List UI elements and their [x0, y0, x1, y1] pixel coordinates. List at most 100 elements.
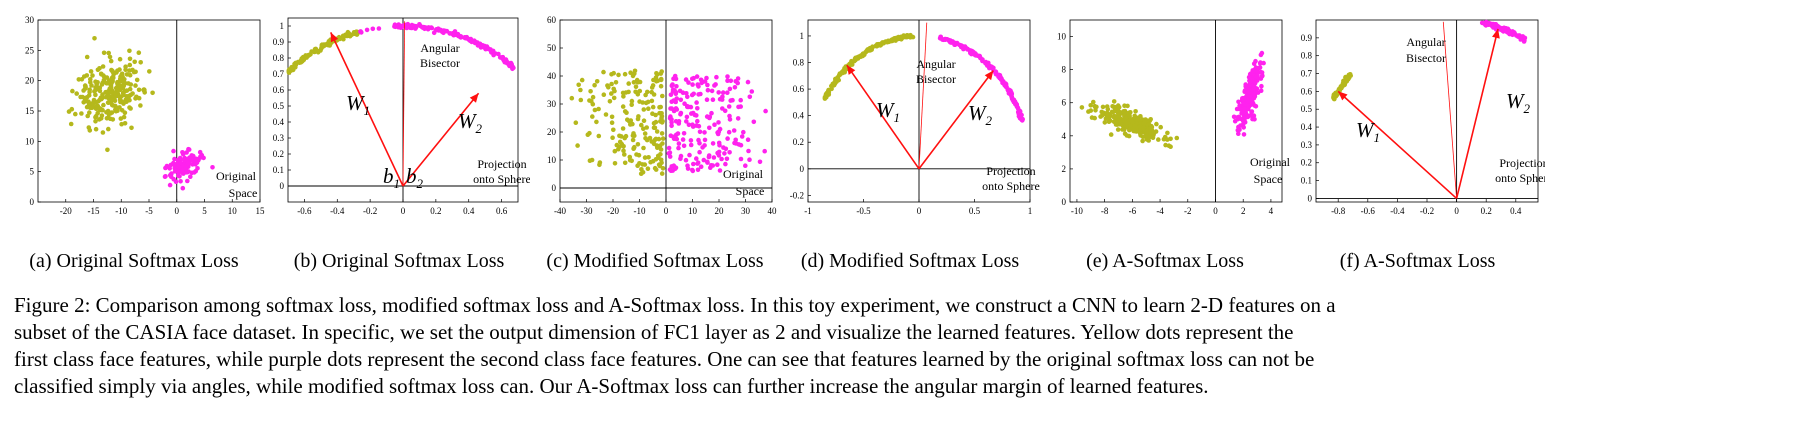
weight-vector-w2 [918, 69, 995, 170]
y-tick-label: 0.5 [273, 101, 285, 111]
scatter-point [469, 39, 474, 45]
y-tick-label: 0.7 [1301, 69, 1313, 79]
scatter-point [592, 82, 597, 88]
x-tick-label: 0 [401, 206, 406, 216]
scatter-point [649, 98, 655, 104]
scatter-point [722, 108, 728, 114]
weight-vector-w1 [329, 32, 404, 187]
scatter-point [1003, 84, 1009, 89]
scatter-point [1015, 109, 1021, 115]
scatter-point [763, 108, 768, 114]
scatter-point [690, 82, 695, 87]
arrowhead [1492, 28, 1500, 39]
scatter-point [122, 121, 128, 126]
scatter-point [747, 94, 753, 100]
x-tick-label: -10 [634, 206, 646, 216]
scatter-point [592, 107, 598, 113]
scatter-point [873, 43, 879, 48]
scatter-point [659, 115, 664, 121]
scatter-point [594, 119, 599, 125]
annotation: Angular [1406, 35, 1445, 49]
scatter-point [141, 87, 147, 92]
scatter-point [1013, 102, 1018, 107]
scatter-point [569, 95, 575, 101]
scatter-point [899, 34, 904, 40]
scatter-point [726, 129, 732, 135]
scatter-point [736, 104, 741, 110]
y-tick-label: 10 [25, 136, 35, 146]
scatter-point [105, 147, 110, 153]
x-tick-label: -0.2 [1420, 206, 1434, 216]
scatter-point [725, 90, 730, 95]
scatter-point [1249, 109, 1255, 114]
scatter-point [1235, 127, 1241, 133]
scatter-point [631, 80, 637, 85]
scatter-point [108, 85, 114, 91]
scatter-point [1128, 123, 1133, 128]
scatter-point [104, 110, 109, 115]
y-tick-label: 0.2 [273, 149, 284, 159]
scatter-point [1128, 117, 1134, 122]
scatter-point [119, 121, 124, 127]
scatter-point [658, 104, 663, 110]
annotation: Bisector [1406, 51, 1446, 65]
scatter-point [869, 47, 874, 52]
scatter-point [668, 133, 674, 138]
scatter-point [1158, 124, 1163, 130]
scatter-point [128, 82, 134, 87]
scatter-point [504, 60, 510, 65]
scatter-points [1331, 19, 1528, 102]
scatter-point [162, 174, 168, 179]
scatter-point [1241, 97, 1247, 102]
scatter-point [681, 131, 687, 136]
y-tick-label: -0.2 [790, 190, 804, 200]
scatter-point [854, 55, 859, 61]
scatter-point [626, 81, 631, 86]
scatter-point [609, 120, 615, 125]
scatter-point [88, 79, 93, 85]
scatter-point [136, 87, 142, 93]
y-tick-label: 1 [800, 31, 805, 41]
scatter-point [722, 151, 727, 156]
scatter-point [658, 147, 664, 152]
scatter-point [118, 83, 123, 89]
plot-a: -20 -15 -10 -5 0 5 10 15 0 5 10 15 20 25 30 Original Spa… [25, 15, 265, 216]
scatter-point [193, 156, 198, 162]
scatter-point [93, 113, 99, 119]
scatter-point [727, 150, 732, 155]
scatter-point [92, 36, 97, 41]
scatter-point [88, 69, 94, 74]
scatter-point [660, 93, 665, 99]
scatter-point [129, 125, 134, 131]
scatter-point [698, 77, 704, 83]
scatter-point [1243, 115, 1248, 120]
scatter-point [627, 154, 633, 160]
y-tick-label: 0.3 [1301, 140, 1313, 150]
annotation: W2 [968, 101, 993, 128]
scatter-point [376, 26, 382, 31]
scatter-point [1242, 106, 1247, 111]
x-tick-label: 5 [202, 206, 207, 216]
scatter-point [628, 118, 634, 123]
scatter-point [727, 117, 733, 122]
scatter-point [741, 129, 746, 135]
y-tick-label: 0.6 [793, 84, 805, 94]
scatter-point [1102, 120, 1108, 125]
scatter-point [1147, 134, 1152, 140]
scatter-point [709, 163, 714, 168]
scatter-point [624, 110, 629, 115]
scatter-point [727, 86, 733, 92]
scatter-point [1251, 79, 1257, 84]
panel-f: -0.8 -0.6 -0.4 -0.2 0 0.2 0.4 0 0.1 0.2 0.3 0.4 0.5 0… [1290, 0, 1545, 282]
scatter-point [1141, 125, 1146, 130]
scatter-point [688, 142, 694, 148]
scatter-point [745, 79, 751, 85]
panel-d: -1 -0.5 0 0.5 1 -0.2 0 0.2 0.4 0.6 0.8 1 Projection o… [780, 0, 1040, 282]
scatter-point [650, 104, 656, 110]
scatter-point [746, 148, 751, 154]
scatter-point [578, 97, 584, 103]
scatter-point [185, 178, 190, 184]
scatter-point [669, 120, 674, 125]
scatter-point [127, 56, 133, 62]
plot-f: -0.8 -0.6 -0.4 -0.2 0 0.2 0.4 0 0.1 0.2 0.3 0.4 0.5 0… [1301, 19, 1545, 216]
